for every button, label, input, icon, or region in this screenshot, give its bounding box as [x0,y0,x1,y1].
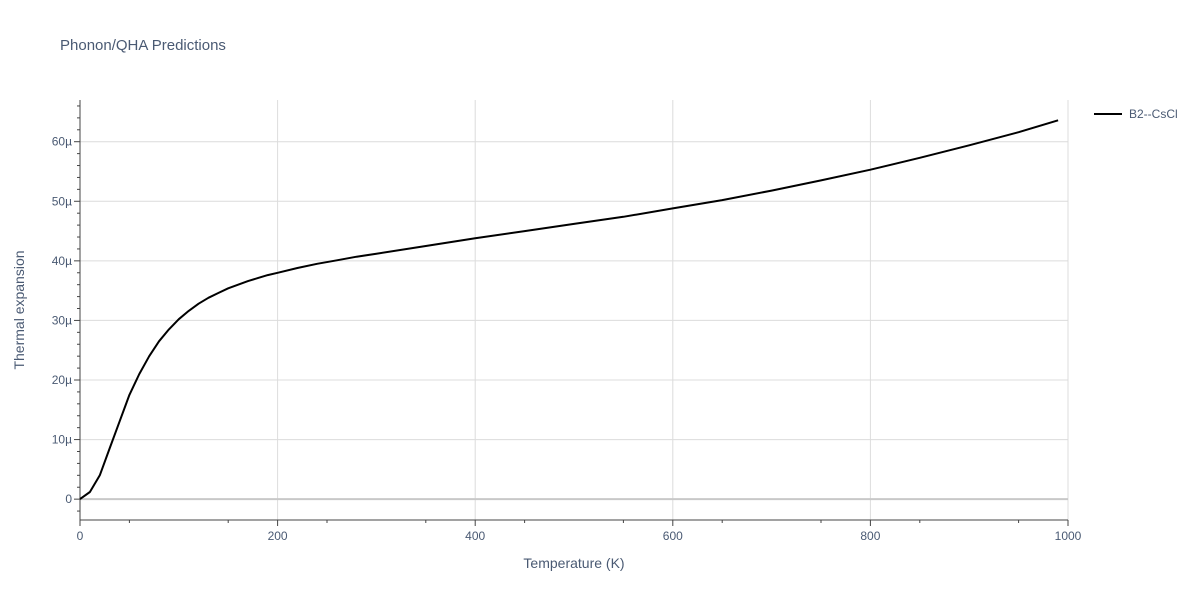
y-tick-label: 30µ [52,313,72,327]
y-tick-label: 40µ [52,254,72,268]
y-axis-title: Thermal expansion [11,250,27,369]
series-group [79,119,1059,500]
y-tick-label: 20µ [52,373,72,387]
x-tick-label: 600 [663,529,683,543]
y-tick-label: 60µ [52,135,72,149]
y-tick-label: 10µ [52,433,72,447]
y-tick-label: 50µ [52,194,72,208]
legend[interactable]: B2--CsCl [1094,107,1178,121]
x-tick-label: 800 [860,529,880,543]
y-axis: 0 10µ 20µ 30µ 40µ 50µ 60µ [52,100,81,520]
chart-title: Phonon/QHA Predictions [60,37,226,54]
y-tick-label: 0 [65,492,72,506]
x-tick-label: 400 [465,529,485,543]
x-tick-label: 1000 [1055,529,1082,543]
x-tick-label: 0 [77,529,84,543]
x-tick-label: 200 [268,529,288,543]
x-axis: 0 200 400 600 800 1000 [77,519,1082,543]
legend-label: B2--CsCl [1129,107,1178,121]
grid [80,100,1069,520]
x-axis-title: Temperature (K) [523,555,624,571]
series-line [79,119,1059,500]
